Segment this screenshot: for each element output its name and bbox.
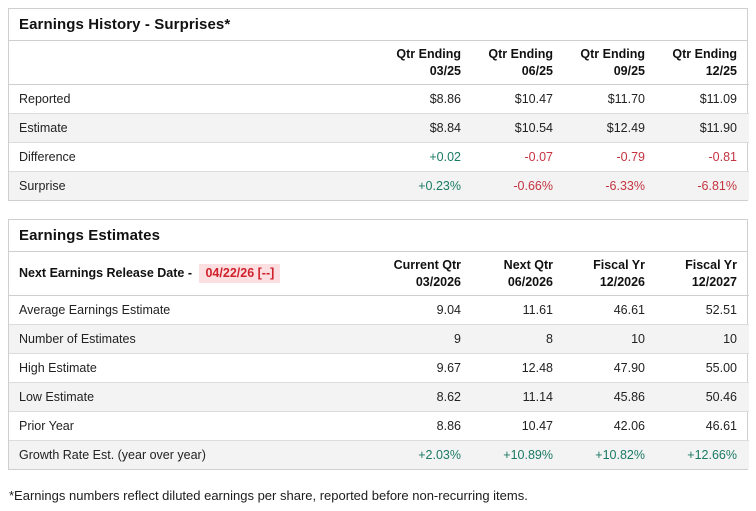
cell-value: 9.04: [436, 303, 461, 317]
cell-value: $10.54: [473, 113, 565, 143]
row-label: Surprise: [9, 171, 381, 200]
cell-value: 52.51: [705, 303, 737, 317]
cell-value: $11.09: [699, 92, 737, 106]
cell-value: +2.03%: [381, 440, 473, 469]
row-label: Average Earnings Estimate: [19, 303, 171, 317]
table-row: Growth Rate Est. (year over year) +2.03% +…: [9, 440, 749, 469]
cell-value: -6.33%: [565, 171, 657, 200]
next-earnings-release-label: Next Earnings Release Date -: [19, 266, 192, 281]
cell-value: 42.06: [565, 411, 657, 441]
table-row: Estimate $8.84 $10.54 $12.49 $11.90: [9, 113, 749, 143]
table-row: Difference +0.02 -0.07 -0.79 -0.81: [9, 142, 749, 172]
cell-value: -0.07: [473, 142, 565, 172]
cell-value: $8.86: [429, 92, 461, 106]
cell-value: 46.61: [657, 411, 749, 441]
earnings-history-body: Reported $8.86 $10.47 $11.70 $11.09 Estimate $…: [9, 85, 749, 200]
cell-value: 11.61: [522, 303, 553, 317]
row-label: Number of Estimates: [9, 324, 381, 354]
column-header: Qtr Ending 03/25: [381, 41, 473, 85]
cell-value: 50.46: [657, 382, 749, 412]
cell-value: -6.81%: [657, 171, 749, 200]
cell-value: 12.48: [473, 353, 565, 383]
column-header-row: Qtr Ending 03/25 Qtr Ending 06/25 Qtr Ending…: [9, 41, 749, 85]
cell-value: +10.89%: [473, 440, 565, 469]
cell-value: 9.67: [381, 353, 473, 383]
earnings-estimates-title: Earnings Estimates: [9, 220, 747, 252]
column-header: Current Qtr 03/2026: [381, 252, 473, 296]
row-label: Estimate: [9, 113, 381, 143]
row-label: Difference: [9, 142, 381, 172]
earnings-page: Earnings History - Surprises* Qtr Ending…: [8, 8, 749, 503]
table-row: Number of Estimates 9 8 10 10: [9, 324, 749, 354]
cell-value: 11.14: [473, 382, 565, 412]
cell-value: 10: [565, 324, 657, 354]
cell-value: $12.49: [565, 113, 657, 143]
cell-value: 10.47: [473, 411, 565, 441]
cell-value: +0.02: [381, 142, 473, 172]
cell-value: 8.62: [381, 382, 473, 412]
row-label: High Estimate: [9, 353, 381, 383]
next-earnings-release-date-badge[interactable]: 04/22/26 [--]: [199, 264, 281, 283]
column-header-row: Next Earnings Release Date - 04/22/26 [-…: [9, 252, 749, 296]
cell-value: +0.23%: [381, 171, 473, 200]
earnings-history-panel: Earnings History - Surprises* Qtr Ending…: [8, 8, 749, 201]
cell-value: $10.47: [514, 92, 553, 106]
table-row: Low Estimate 8.62 11.14 45.86 50.46: [9, 382, 749, 412]
cell-value: 46.61: [613, 303, 645, 317]
table-row: Average Earnings Estimate 9.04 11.61 46.61 5…: [9, 296, 749, 325]
cell-value: +10.82%: [565, 440, 657, 469]
table-row: Surprise +0.23% -0.66% -6.33% -6.81%: [9, 171, 749, 200]
earnings-footnote: *Earnings numbers reflect diluted earnin…: [9, 488, 528, 503]
cell-value: -0.81: [657, 142, 749, 172]
column-header: Qtr Ending 09/25: [565, 41, 657, 85]
earnings-estimates-body: Average Earnings Estimate 9.04 11.61 46.61 5…: [9, 296, 749, 469]
earnings-history-table: Qtr Ending 03/25 Qtr Ending 06/25 Qtr Ending…: [9, 41, 749, 200]
cell-value: 10: [657, 324, 749, 354]
cell-value: 8: [473, 324, 565, 354]
cell-value: +12.66%: [657, 440, 749, 469]
cell-value: $11.90: [657, 113, 749, 143]
cell-value: -0.66%: [473, 171, 565, 200]
row-label: Low Estimate: [9, 382, 381, 412]
row-label: Reported: [19, 92, 71, 106]
cell-value: 55.00: [657, 353, 749, 383]
cell-value: $11.70: [607, 92, 645, 106]
empty-corner-cell: [9, 41, 381, 85]
table-row: Prior Year 8.86 10.47 42.06 46.61: [9, 411, 749, 441]
cell-value: 47.90: [565, 353, 657, 383]
earnings-estimates-table: Next Earnings Release Date - 04/22/26 [-…: [9, 252, 749, 469]
table-row: Reported $8.86 $10.47 $11.70 $11.09: [9, 85, 749, 114]
cell-value: $8.84: [381, 113, 473, 143]
column-header: Qtr Ending 12/25: [657, 41, 749, 85]
cell-value: 9: [381, 324, 473, 354]
cell-value: -0.79: [565, 142, 657, 172]
column-header: Fiscal Yr 12/2026: [565, 252, 657, 296]
table-row: High Estimate 9.67 12.48 47.90 55.00: [9, 353, 749, 383]
cell-value: 45.86: [565, 382, 657, 412]
column-header: Fiscal Yr 12/2027: [657, 252, 749, 296]
row-label: Prior Year: [9, 411, 381, 441]
cell-value: 8.86: [381, 411, 473, 441]
next-earnings-release-cell: Next Earnings Release Date - 04/22/26 [-…: [9, 252, 381, 296]
column-header: Next Qtr 06/2026: [473, 252, 565, 296]
row-label: Growth Rate Est. (year over year): [9, 440, 381, 469]
earnings-estimates-panel: Earnings Estimates Next Earnings Release…: [8, 219, 749, 470]
column-header: Qtr Ending 06/25: [473, 41, 565, 85]
earnings-history-title: Earnings History - Surprises*: [9, 9, 747, 41]
